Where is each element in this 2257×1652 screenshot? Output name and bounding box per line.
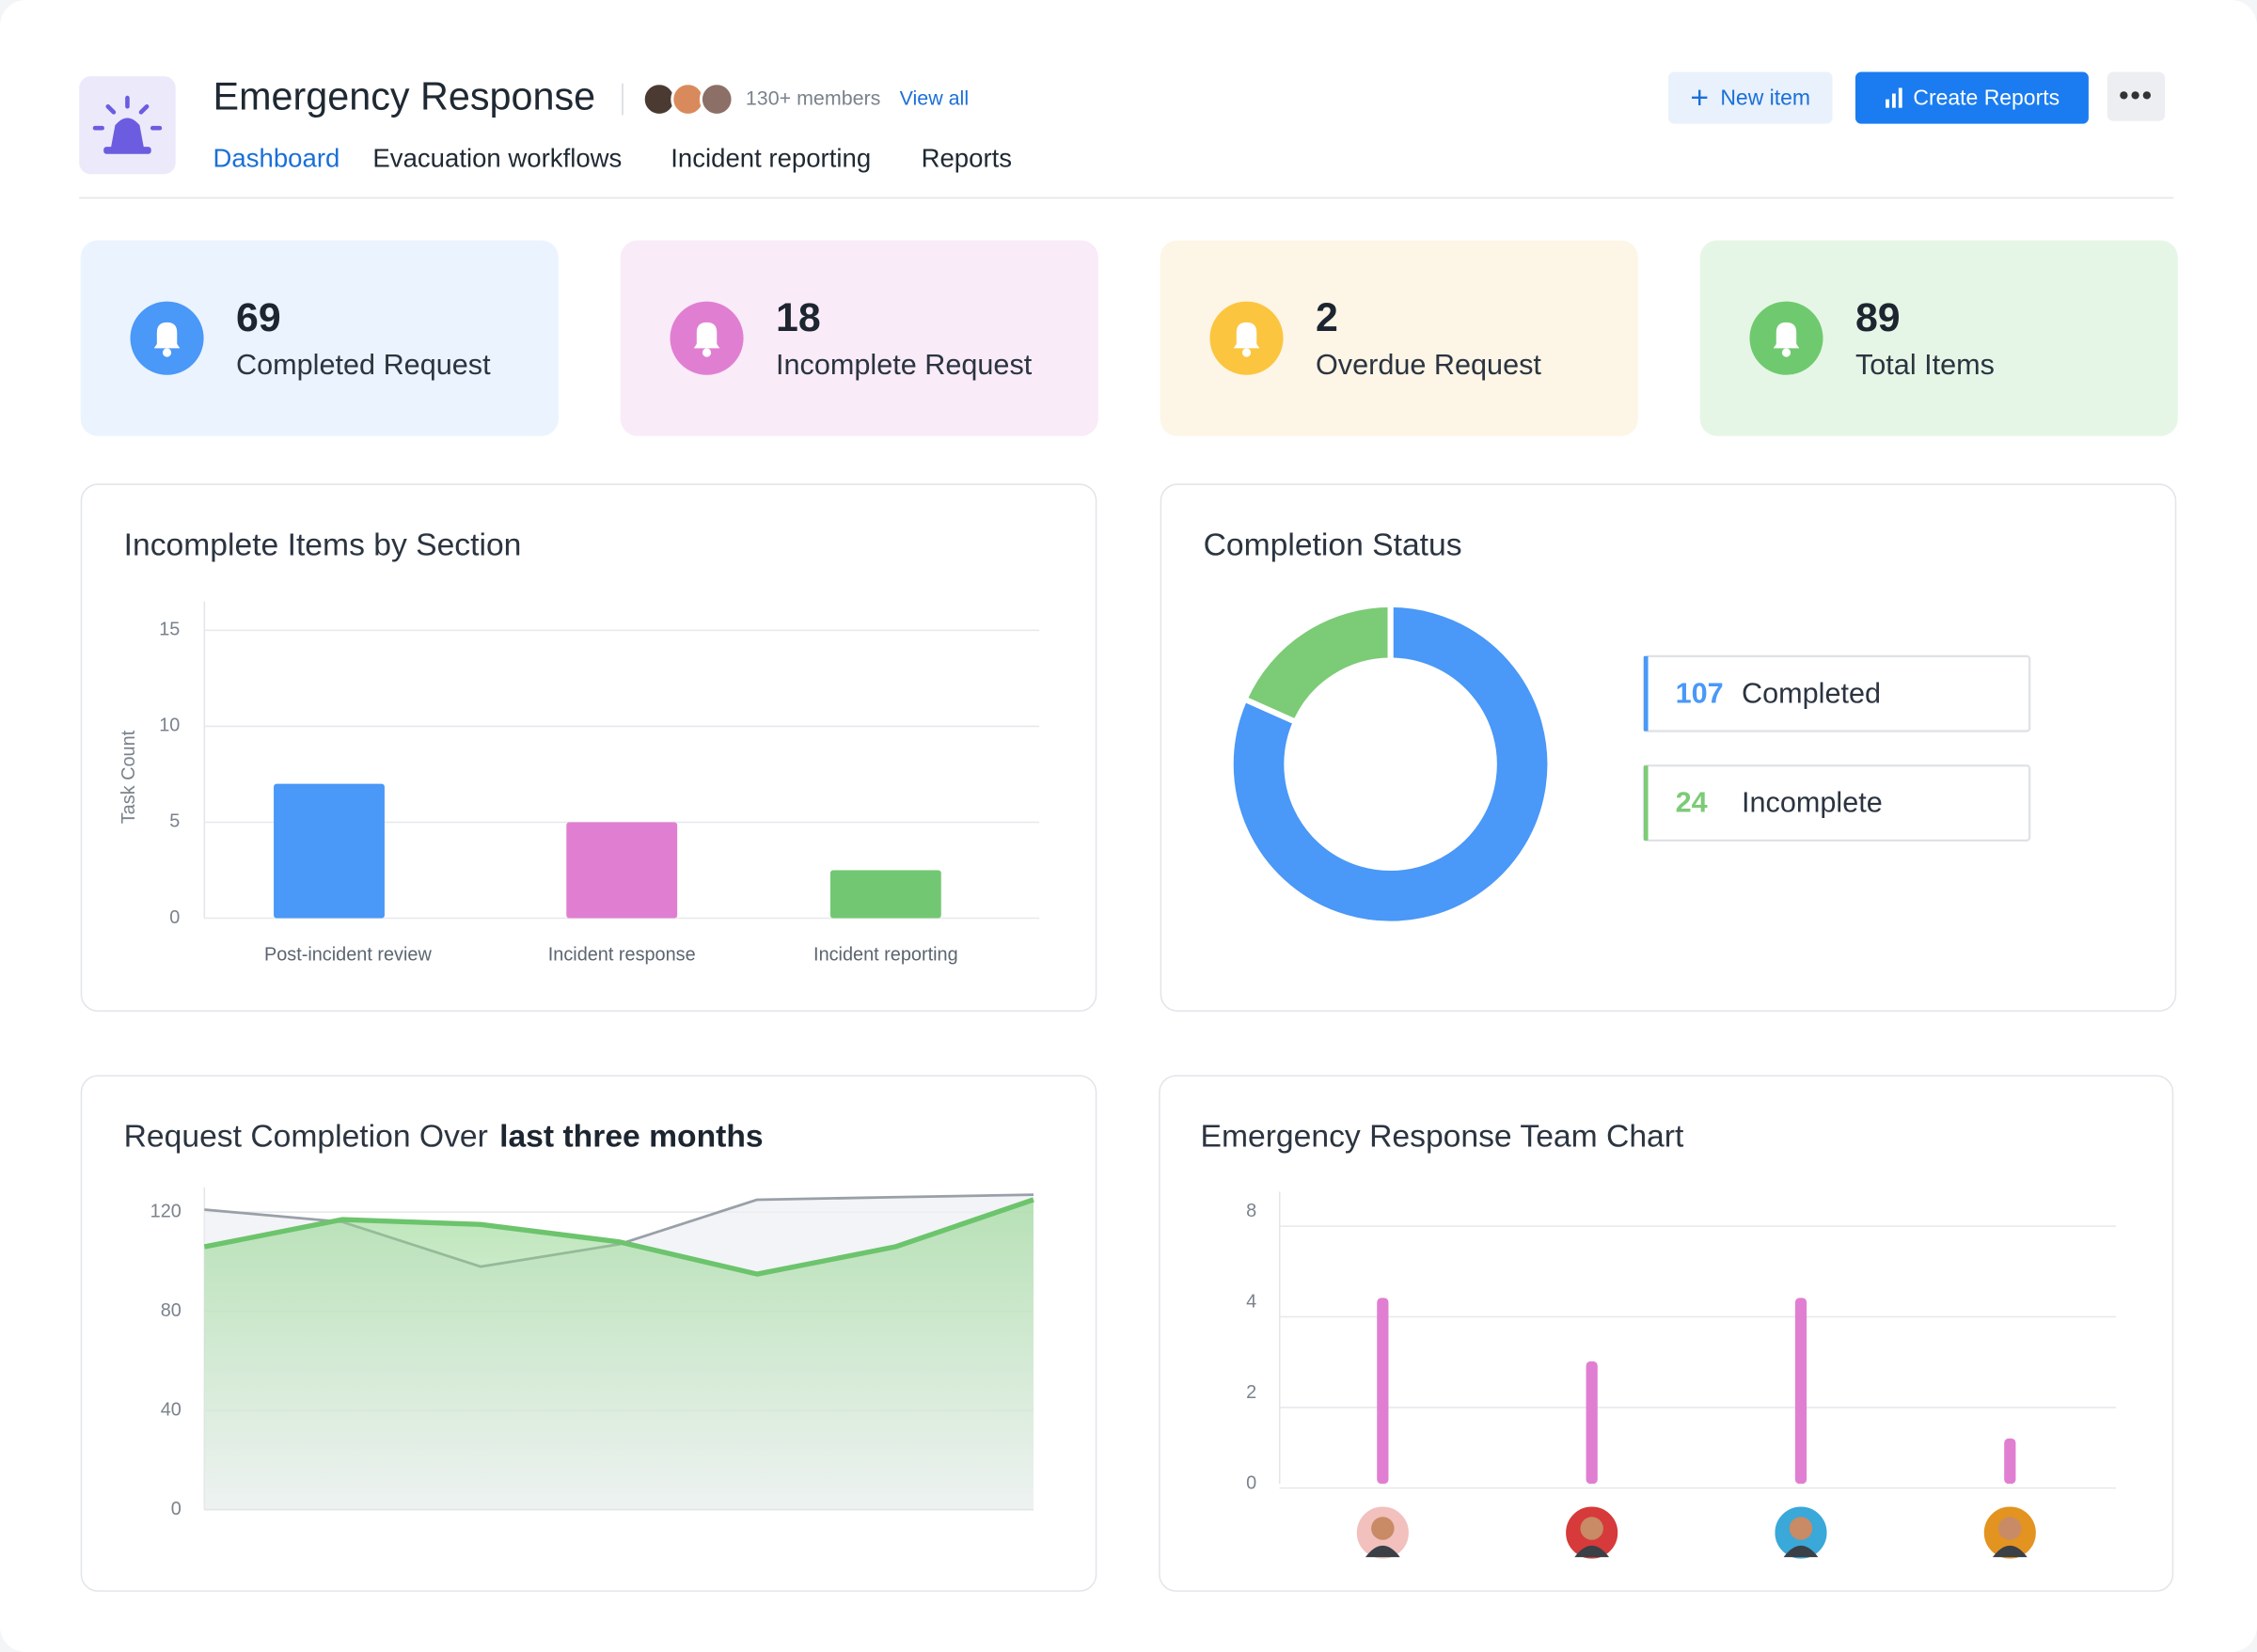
bar	[1377, 1298, 1389, 1485]
bar	[1794, 1298, 1807, 1485]
divider	[79, 197, 2174, 199]
y-tick-label: 5	[169, 811, 180, 832]
create-reports-button[interactable]: Create Reports	[1855, 71, 2089, 124]
view-all-link[interactable]: View all	[899, 86, 970, 110]
y-tick-label: 0	[169, 907, 180, 928]
panel	[1160, 483, 2177, 1013]
legend-value: 107	[1676, 677, 1724, 709]
donut-slice	[1227, 601, 1554, 927]
stat-value: 69	[236, 294, 281, 340]
chart-icon	[1886, 87, 1902, 108]
stat-value: 2	[1315, 294, 1338, 340]
plus-icon: +	[1690, 79, 1710, 116]
stat-label: Completed Request	[236, 349, 491, 382]
legend-label: Completed	[1742, 677, 1881, 709]
line	[203, 1197, 1034, 1277]
stat-card: 89 Total Items	[1699, 240, 2178, 436]
panel	[80, 483, 1097, 1013]
y-tick-label: 40	[161, 1399, 182, 1420]
legend-value: 24	[1676, 787, 1708, 819]
y-tick-label: 4	[1246, 1291, 1256, 1312]
alarm-icon	[92, 95, 163, 154]
title-emphasis: last three months	[499, 1120, 764, 1155]
avatar-face	[1998, 1517, 2022, 1540]
bar	[566, 822, 678, 919]
bell-icon	[670, 301, 744, 375]
chart-title: Completion Status	[1204, 528, 1462, 563]
avatar-face	[1371, 1517, 1395, 1540]
tab[interactable]: Incident reporting	[671, 144, 872, 173]
page-title: Emergency Response	[213, 74, 596, 118]
stat-label: Incomplete Request	[775, 349, 1033, 382]
tab[interactable]: Reports	[921, 144, 1013, 173]
tab[interactable]: Dashboard	[213, 144, 340, 173]
y-tick-label: 80	[161, 1300, 182, 1321]
stat-value: 18	[775, 294, 821, 340]
stat-card: 2 Overdue Request	[1160, 240, 1638, 436]
stat-label: Overdue Request	[1315, 349, 1541, 382]
avatar-face	[1580, 1517, 1603, 1540]
bar	[274, 783, 385, 919]
stat-label: Total Items	[1855, 349, 1995, 382]
y-tick-label: 0	[171, 1499, 182, 1519]
avatar-face	[1789, 1517, 1813, 1540]
legend-accent	[1643, 655, 1649, 732]
stat-card: 69 Completed Request	[80, 240, 559, 436]
y-tick-label: 2	[1246, 1382, 1256, 1403]
y-tick-label: 15	[159, 620, 180, 640]
new-item-button[interactable]: + New item	[1667, 71, 1833, 124]
x-tick-label: Incident reporting	[813, 945, 958, 966]
avatar-body	[1992, 1545, 2028, 1558]
bell-icon	[1209, 301, 1284, 375]
title-part: Request Completion Over	[124, 1120, 488, 1155]
x-tick-label: Incident response	[548, 945, 696, 966]
bell-icon	[130, 301, 204, 375]
avatar-body	[1574, 1545, 1610, 1558]
x-tick-label: Post-incident review	[264, 945, 432, 966]
member-avatars	[641, 82, 734, 117]
members-count: 130+ members	[745, 86, 881, 110]
y-tick-label: 10	[159, 716, 180, 736]
bell-icon	[1749, 301, 1823, 375]
legend-accent	[1643, 765, 1649, 841]
legend-label: Incomplete	[1742, 787, 1883, 819]
bar	[829, 870, 941, 919]
bar	[1586, 1361, 1598, 1485]
y-axis-label: Task Count	[118, 730, 139, 824]
avatar-body	[1365, 1545, 1400, 1558]
y-tick-label: 120	[150, 1201, 182, 1221]
bar	[2004, 1438, 2016, 1485]
avatar-body	[1783, 1545, 1819, 1558]
stat-card: 18 Incomplete Request	[620, 240, 1098, 436]
chart-title: Emergency Response Team Chart	[1201, 1120, 1684, 1155]
chart-title: Request Completion Over last three months	[124, 1120, 764, 1155]
button-label: New item	[1720, 86, 1811, 111]
button-label: Create Reports	[1913, 86, 2060, 111]
chart-title: Incomplete Items by Section	[124, 528, 522, 563]
y-tick-label: 8	[1246, 1201, 1256, 1221]
stat-value: 89	[1855, 294, 1901, 340]
tab[interactable]: Evacuation workflows	[372, 144, 623, 173]
y-tick-label: 0	[1246, 1472, 1256, 1493]
separator	[622, 83, 623, 116]
app-icon	[79, 76, 176, 175]
donut-slice	[1240, 601, 1394, 726]
area-fill	[204, 1199, 1034, 1510]
more-button[interactable]: •••	[2107, 71, 2166, 121]
